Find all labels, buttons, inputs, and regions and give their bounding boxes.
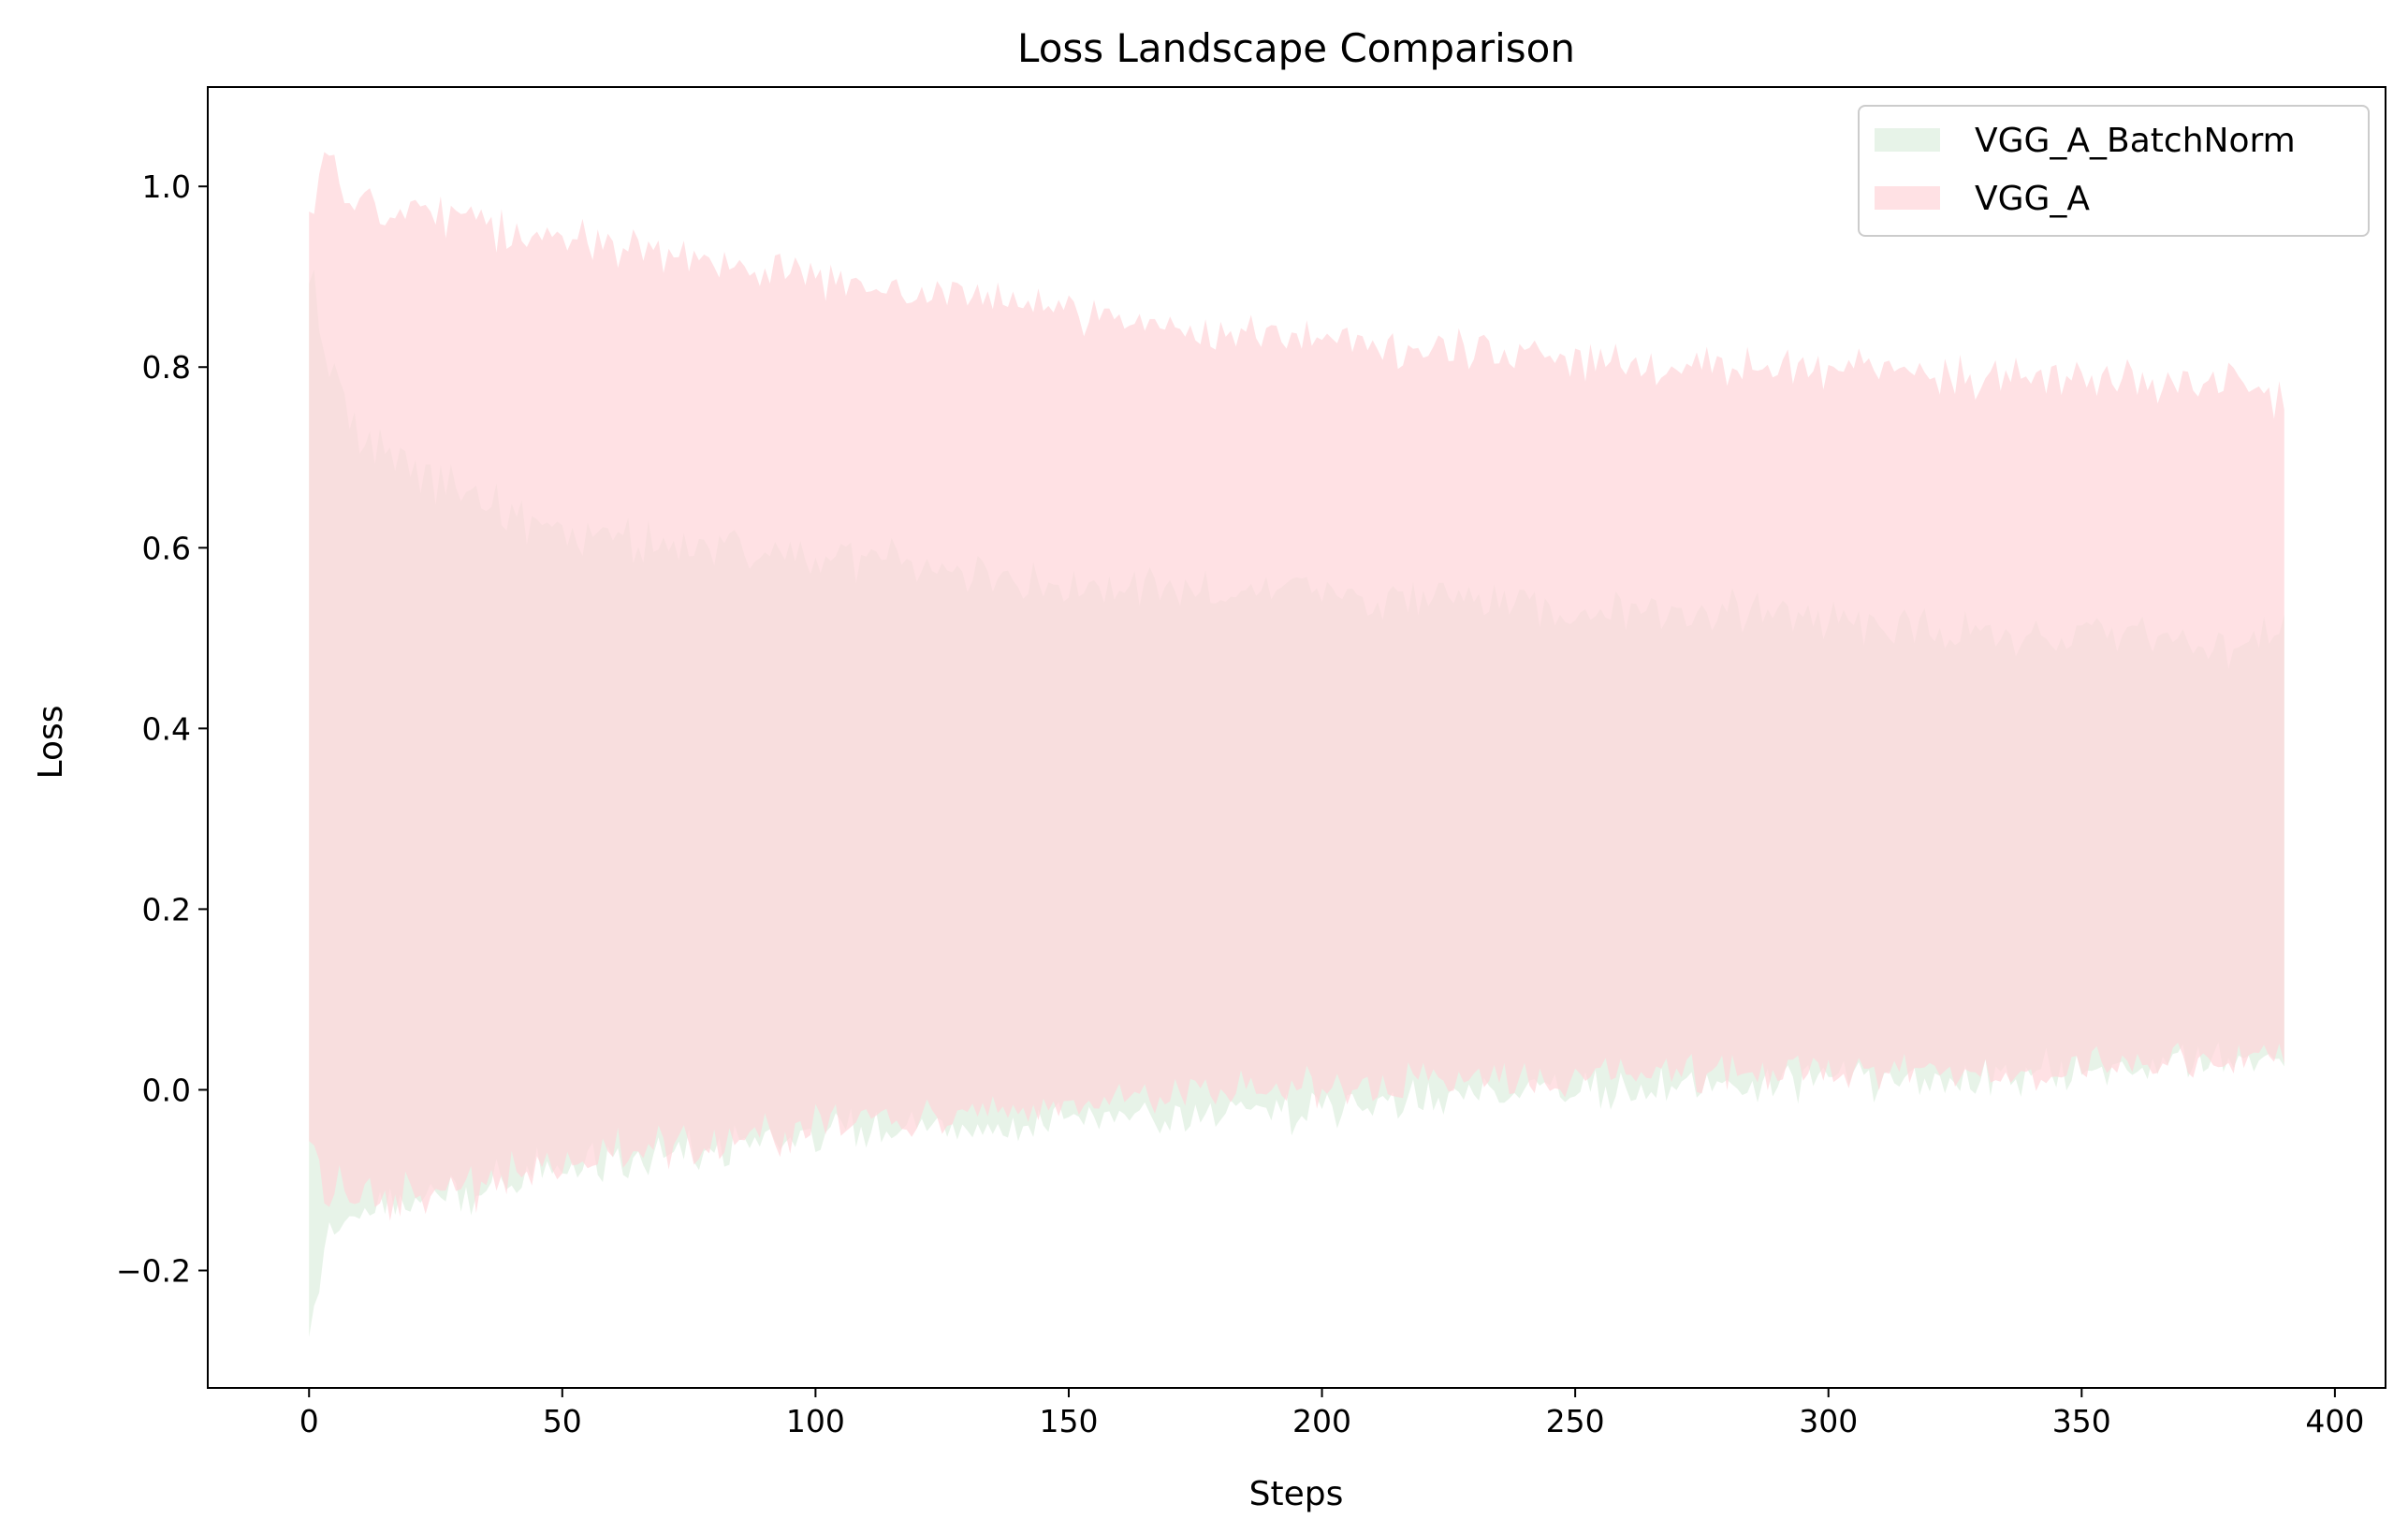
x-axis-label: Steps xyxy=(1249,1475,1344,1513)
y-tick-label: 0.6 xyxy=(142,530,191,566)
x-tick-label: 250 xyxy=(1546,1403,1605,1439)
y-axis-label: Loss xyxy=(32,706,70,780)
y-tick-label: 0.8 xyxy=(142,349,191,386)
y-axis-ticks: −0.2 0.0 0.2 0.4 0.6 0.8 1.0 xyxy=(116,168,208,1290)
x-tick-label: 200 xyxy=(1292,1403,1351,1439)
x-tick-label: 400 xyxy=(2305,1403,2364,1439)
y-tick-label: 0.2 xyxy=(142,891,191,927)
y-tick-label: 0.4 xyxy=(142,710,191,747)
legend-swatch-vgg-a-batchnorm xyxy=(1875,128,1940,152)
legend-label-vgg-a: VGG_A xyxy=(1975,180,2090,218)
x-tick-label: 350 xyxy=(2052,1403,2111,1439)
legend: VGG_A_BatchNorm VGG_A xyxy=(1858,105,2370,237)
x-tick-label: 300 xyxy=(1799,1403,1858,1439)
x-tick-label: 50 xyxy=(543,1403,582,1439)
legend-box xyxy=(1858,105,2370,237)
y-tick-label: 0.0 xyxy=(142,1072,191,1108)
series-layer xyxy=(309,152,2284,1337)
x-tick-label: 100 xyxy=(786,1403,845,1439)
plot-frame xyxy=(207,86,2386,1389)
x-tick-label: 0 xyxy=(299,1403,319,1439)
legend-label-vgg-a-batchnorm: VGG_A_BatchNorm xyxy=(1975,122,2296,160)
x-tick-label: 150 xyxy=(1039,1403,1098,1439)
x-axis-ticks: 0 50 100 150 200 250 300 350 400 xyxy=(299,1388,2364,1439)
legend-swatch-vgg-a xyxy=(1875,186,1940,210)
y-tick-label: 1.0 xyxy=(142,168,191,205)
y-tick-label: −0.2 xyxy=(116,1253,191,1290)
chart-title: Loss Landscape Comparison xyxy=(1017,25,1575,71)
series-band-vgg-a xyxy=(309,152,2284,1221)
